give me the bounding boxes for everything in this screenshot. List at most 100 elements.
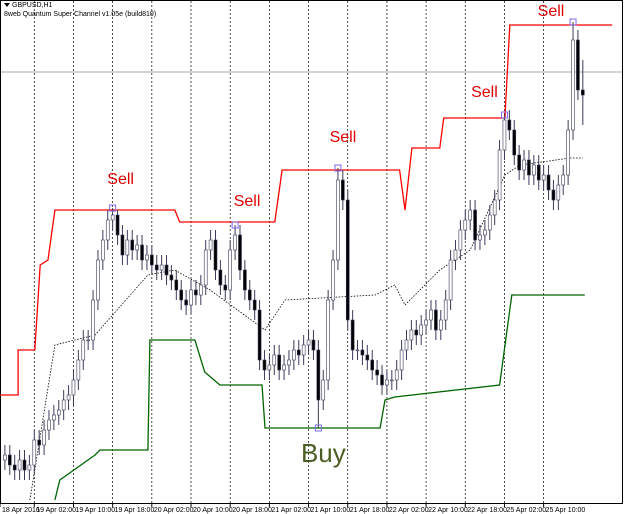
- sell-label: Sell: [330, 129, 357, 146]
- x-tick-label: 21 Apr 02:00: [271, 507, 311, 514]
- candle-body: [576, 39, 580, 91]
- candle-body: [311, 339, 316, 351]
- candle-body: [257, 309, 262, 361]
- x-tick-label: 21 Apr 10:00: [311, 507, 351, 514]
- channel-line: [29, 157, 583, 501]
- sell-label: Sell: [538, 3, 565, 20]
- candle-body: [507, 119, 512, 131]
- candle-body: [380, 374, 384, 386]
- sell-label: Sell: [471, 84, 498, 101]
- candle-body: [91, 299, 95, 341]
- symbol-menu-icon: [4, 3, 10, 7]
- candle-body: [532, 164, 536, 176]
- signal-marker: [334, 164, 342, 172]
- indicator-name: 8web Quantum Super Channel v1.05e (build…: [4, 11, 156, 18]
- candle-body: [341, 179, 345, 201]
- candle-body: [243, 269, 247, 291]
- x-tick-label: 22 Apr 02:00: [389, 507, 429, 514]
- candle-body: [174, 279, 179, 291]
- candle-body: [27, 464, 32, 471]
- x-tick-label: 20 Apr 18:00: [232, 507, 272, 514]
- candle-body: [522, 159, 526, 171]
- candle-body: [487, 214, 492, 231]
- x-tick-label: 20 Apr 10:00: [193, 507, 233, 514]
- candle-body: [409, 329, 414, 341]
- candle-body: [32, 439, 37, 466]
- candle-body: [306, 339, 311, 346]
- candle-body: [448, 259, 453, 301]
- candle-body: [419, 324, 423, 336]
- candle-body: [527, 159, 531, 176]
- x-tick-label: 22 Apr 10:00: [428, 507, 468, 514]
- candle-body: [252, 299, 257, 311]
- channel-line: [0, 24, 613, 396]
- candle-body: [399, 349, 404, 371]
- candle-body: [424, 319, 428, 326]
- candle-body: [42, 429, 46, 446]
- candle-body: [355, 349, 360, 352]
- candle-body: [512, 129, 517, 156]
- candle-body: [473, 209, 477, 241]
- candle-body: [375, 369, 379, 376]
- candle-body: [443, 299, 448, 321]
- candle-body: [71, 379, 76, 396]
- candle-body: [22, 459, 27, 471]
- candle-body: [561, 174, 566, 186]
- signal-marker: [314, 424, 322, 432]
- candle-body: [262, 359, 267, 371]
- candle-body: [164, 264, 169, 276]
- candle-body: [321, 379, 326, 401]
- signal-marker: [500, 111, 508, 119]
- candle-body: [56, 409, 61, 416]
- candle-body: [360, 349, 365, 356]
- candle-body: [287, 359, 291, 366]
- candle-body: [365, 354, 370, 361]
- candle-body: [336, 179, 340, 261]
- x-tick-label: 18 Apr 2016: [2, 507, 40, 514]
- candle-body: [438, 319, 443, 331]
- candle-body: [345, 199, 350, 321]
- candle-body: [233, 234, 237, 251]
- candle-body: [394, 369, 399, 381]
- candle-body: [223, 284, 228, 291]
- candle-body: [385, 379, 389, 386]
- candle-body: [208, 239, 213, 251]
- x-tick-label: 20 Apr 02:00: [154, 507, 194, 514]
- candle-body: [463, 219, 468, 231]
- candle-body: [316, 349, 321, 401]
- candle-body: [179, 289, 184, 301]
- candle-body: [468, 209, 472, 221]
- candle-body: [66, 394, 71, 401]
- candle-body: [3, 454, 7, 461]
- candle-body: [292, 349, 296, 361]
- candle-body: [228, 249, 232, 291]
- candle-body: [47, 419, 51, 431]
- x-tick-label: 25 Apr 02:00: [506, 507, 546, 514]
- candle-body: [458, 229, 463, 251]
- candle-body: [296, 349, 301, 356]
- candle-body: [497, 149, 502, 201]
- chart-title: GBPUSD,H1: [12, 2, 53, 9]
- candle-body: [7, 454, 12, 466]
- candle-body: [301, 344, 306, 356]
- buy-label: Buy: [301, 438, 346, 468]
- candle-body: [350, 319, 355, 351]
- candle-body: [81, 339, 86, 361]
- candle-body: [556, 184, 561, 201]
- candle-body: [546, 174, 551, 191]
- x-tick-label: 19 Apr 10:00: [75, 507, 115, 514]
- signal-marker: [231, 221, 239, 229]
- candle-body: [247, 289, 252, 301]
- candle-body: [199, 284, 203, 296]
- candle-body: [12, 464, 17, 471]
- candle-body: [169, 274, 174, 281]
- candle-body: [536, 164, 541, 181]
- candle-body: [76, 359, 81, 381]
- candle-body: [61, 399, 66, 411]
- candle-body: [86, 339, 90, 342]
- candle-body: [120, 234, 125, 256]
- candle-body: [331, 259, 335, 301]
- candle-body: [189, 289, 193, 306]
- x-tick-label: 22 Apr 18:00: [467, 507, 507, 514]
